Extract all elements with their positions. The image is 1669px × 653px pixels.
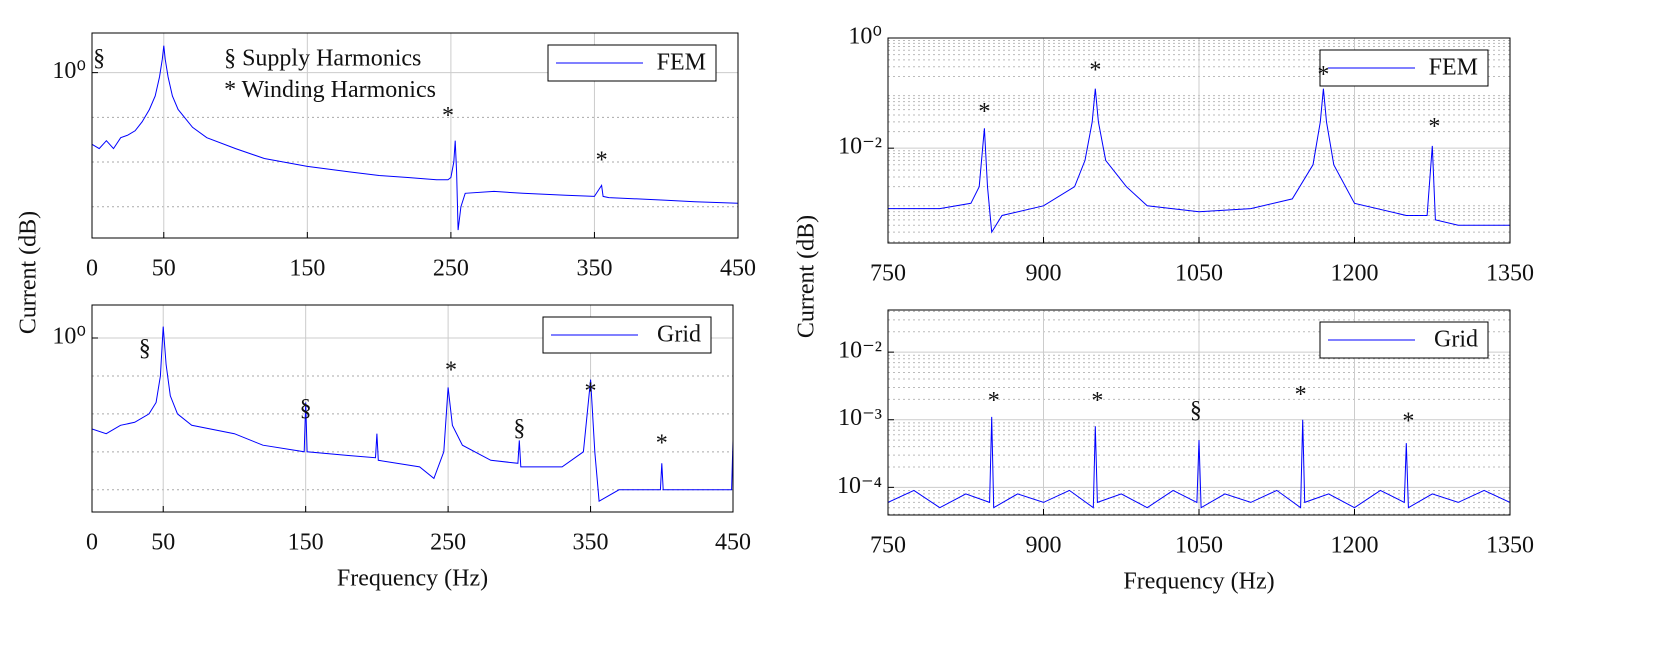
x-tick-label: 350 [576, 256, 612, 282]
annotation: § [300, 395, 312, 421]
annotation: * [1317, 62, 1329, 88]
x-tick-label: 250 [433, 256, 469, 282]
annotation: * [1295, 382, 1307, 408]
x-tick-label: 900 [1026, 261, 1062, 287]
annotation: § [513, 415, 525, 441]
y-tick-label: 10⁰ [52, 323, 86, 349]
legend-label: Grid [1434, 327, 1478, 353]
y-tick-label: 10⁰ [848, 24, 882, 50]
annotation: * Winding Harmonics [224, 77, 436, 103]
x-tick-label: 450 [715, 530, 751, 556]
annotation: * [442, 103, 454, 129]
spectrum-line [92, 326, 733, 503]
y-tick-label: 10⁻³ [838, 405, 882, 431]
x-axis-label: Frequency (Hz) [337, 566, 488, 592]
legend-label: FEM [657, 50, 706, 76]
x-tick-label: 750 [870, 533, 906, 559]
x-tick-label: 750 [870, 261, 906, 287]
axes-frame [887, 309, 1511, 516]
annotation: * [1428, 114, 1440, 140]
axes-frame [887, 37, 1511, 244]
spectrum-line [92, 45, 738, 231]
spectrum-line [888, 88, 1510, 234]
x-tick-label: 1200 [1331, 261, 1379, 287]
legend-label: FEM [1429, 55, 1478, 81]
annotation: § [139, 336, 151, 362]
annotation: § [1190, 398, 1202, 424]
x-tick-label: 1350 [1486, 533, 1534, 559]
x-tick-label: 900 [1026, 533, 1062, 559]
x-tick-label: 0 [86, 530, 98, 556]
annotation: * [585, 378, 597, 404]
annotation: * [656, 431, 668, 457]
x-tick-label: 0 [86, 256, 98, 282]
x-tick-label: 1350 [1486, 261, 1534, 287]
x-tick-label: 50 [152, 256, 176, 282]
y-tick-label: 10⁰ [52, 58, 86, 84]
x-tick-label: 250 [430, 530, 466, 556]
spectrum-line [888, 416, 1510, 509]
x-tick-label: 1200 [1331, 533, 1379, 559]
x-axis-label: Frequency (Hz) [1123, 569, 1274, 595]
x-tick-label: 350 [573, 530, 609, 556]
annotation: § Supply Harmonics [224, 46, 421, 72]
annotation: * [1089, 58, 1101, 84]
axes-frame [91, 32, 739, 239]
x-tick-label: 1050 [1175, 261, 1223, 287]
annotation: * [978, 99, 990, 125]
annotation: § [93, 46, 105, 72]
x-tick-label: 450 [720, 256, 756, 282]
x-tick-label: 50 [151, 530, 175, 556]
x-tick-label: 1050 [1175, 533, 1223, 559]
annotation: * [1091, 388, 1103, 414]
axes-frame [91, 304, 734, 513]
y-axis-label: Current (dB) [16, 211, 42, 334]
y-tick-label: 10⁻⁴ [837, 473, 882, 499]
y-tick-label: 10⁻² [838, 134, 882, 160]
y-tick-label: 10⁻² [838, 338, 882, 364]
annotation: * [988, 388, 1000, 414]
x-tick-label: 150 [289, 256, 325, 282]
annotation: * [596, 148, 608, 174]
y-axis-label: Current (dB) [794, 215, 820, 338]
annotation: * [1402, 408, 1414, 434]
annotation: * [445, 357, 457, 383]
x-tick-label: 150 [288, 530, 324, 556]
legend-label: Grid [657, 322, 701, 348]
